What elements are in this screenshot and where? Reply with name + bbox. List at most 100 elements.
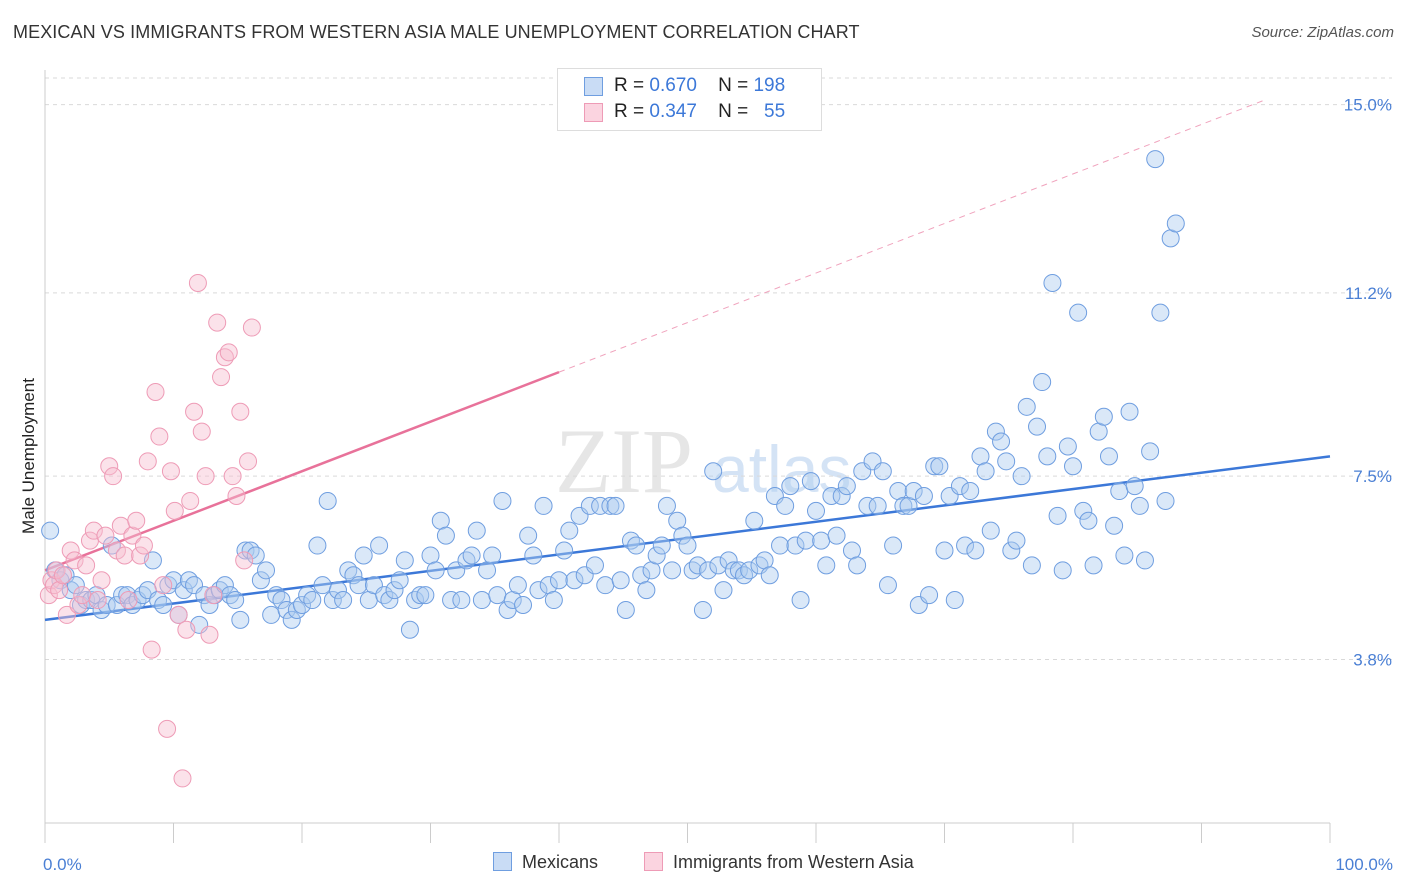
point-mexicans xyxy=(781,477,800,496)
point-mexicans xyxy=(1151,303,1170,322)
watermark: ZIP atlas xyxy=(555,410,851,512)
trend-line-western-asia xyxy=(44,370,560,572)
point-mexicans xyxy=(467,521,486,540)
point-mexicans xyxy=(544,591,563,610)
point-mexicans xyxy=(200,596,219,614)
point-mexicans xyxy=(1074,501,1093,520)
point-mexicans xyxy=(1038,447,1057,466)
point-mexicans xyxy=(585,556,604,575)
y-tick-label: 11.2% xyxy=(1345,284,1392,303)
point-western-asia xyxy=(65,551,84,570)
point-mexicans xyxy=(961,482,980,501)
point-mexicans xyxy=(1069,303,1088,322)
point-mexicans xyxy=(483,546,502,565)
point-mexicans xyxy=(729,561,748,580)
point-mexicans xyxy=(1125,477,1144,496)
point-mexicans xyxy=(678,536,697,555)
point-mexicans xyxy=(627,536,646,555)
point-mexicans xyxy=(436,526,455,545)
point-mexicans xyxy=(591,496,610,515)
point-mexicans xyxy=(349,576,368,595)
point-mexicans xyxy=(986,422,1005,441)
watermark-zip: ZIP xyxy=(555,410,693,512)
point-mexicans xyxy=(174,581,193,600)
point-mexicans xyxy=(740,561,759,580)
point-mexicans xyxy=(262,605,281,624)
series-legend: Mexicans Immigrants from Western Asia xyxy=(0,852,1406,878)
point-mexicans xyxy=(1120,402,1139,421)
point-mexicans xyxy=(1094,407,1113,426)
point-mexicans xyxy=(1017,397,1036,416)
point-mexicans xyxy=(976,462,995,481)
point-mexicans xyxy=(519,526,538,545)
point-western-asia xyxy=(127,511,146,530)
point-mexicans xyxy=(282,610,301,629)
point-mexicans xyxy=(514,596,533,614)
point-mexicans xyxy=(179,571,198,590)
point-mexicans xyxy=(102,536,121,555)
point-mexicans xyxy=(323,591,342,610)
point-mexicans xyxy=(935,541,954,560)
point-western-asia xyxy=(235,551,254,570)
point-mexicans xyxy=(760,566,779,585)
point-mexicans xyxy=(462,546,481,565)
point-mexicans xyxy=(442,591,461,610)
point-mexicans xyxy=(606,496,625,515)
legend-label-western-asia: Immigrants from Western Asia xyxy=(673,852,914,872)
point-mexicans xyxy=(688,556,707,575)
point-mexicans xyxy=(246,546,265,565)
point-mexicans xyxy=(704,462,723,481)
point-mexicans xyxy=(714,581,733,600)
point-mexicans xyxy=(580,496,599,515)
point-mexicans xyxy=(395,551,414,570)
point-mexicans xyxy=(1053,561,1072,580)
point-mexicans xyxy=(272,591,291,610)
point-mexicans xyxy=(334,591,353,610)
point-mexicans xyxy=(992,432,1011,451)
point-mexicans xyxy=(832,487,851,505)
legend-swatch-pink xyxy=(584,103,603,122)
point-western-asia xyxy=(212,368,231,387)
point-western-asia xyxy=(196,467,215,486)
n-value: 198 xyxy=(753,75,786,96)
point-mexicans xyxy=(1146,150,1165,169)
point-mexicans xyxy=(1064,457,1082,476)
point-western-asia xyxy=(181,491,200,510)
point-mexicans xyxy=(375,586,394,605)
point-mexicans xyxy=(776,496,795,515)
point-mexicans xyxy=(508,576,527,595)
point-western-asia xyxy=(42,571,61,590)
chart-title: MEXICAN VS IMMIGRANTS FROM WESTERN ASIA … xyxy=(13,22,860,42)
point-mexicans xyxy=(1079,511,1098,530)
point-mexicans xyxy=(411,586,430,605)
legend-swatch-pink xyxy=(644,852,663,871)
point-mexicans xyxy=(791,591,810,610)
r-label: R = xyxy=(614,75,645,96)
point-western-asia xyxy=(146,382,165,401)
watermark-atlas: atlas xyxy=(712,432,851,506)
point-mexicans xyxy=(1099,447,1118,466)
point-mexicans xyxy=(293,596,311,614)
point-mexicans xyxy=(878,576,897,595)
point-mexicans xyxy=(308,536,327,555)
point-mexicans xyxy=(1002,541,1021,560)
point-mexicans xyxy=(529,581,548,600)
point-mexicans xyxy=(1028,417,1047,436)
point-mexicans xyxy=(257,561,276,580)
point-western-asia xyxy=(204,586,223,605)
point-western-asia xyxy=(96,526,115,545)
point-mexicans xyxy=(66,576,85,595)
point-western-asia xyxy=(73,586,92,605)
point-mexicans xyxy=(848,556,867,575)
point-mexicans xyxy=(385,581,404,600)
point-mexicans xyxy=(822,487,841,505)
point-mexicans xyxy=(488,586,507,605)
point-mexicans xyxy=(1130,496,1149,515)
point-mexicans xyxy=(807,501,825,520)
r-value: 0.670 xyxy=(649,75,697,96)
point-mexicans xyxy=(904,482,923,501)
axes xyxy=(44,70,1331,843)
point-mexicans xyxy=(416,586,435,605)
point-mexicans xyxy=(1012,467,1031,486)
